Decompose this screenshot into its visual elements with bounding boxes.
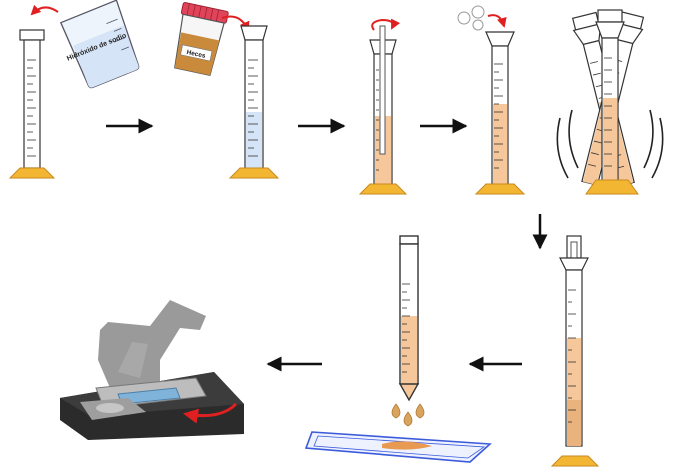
dissolve-bubbles-icon [457,5,485,31]
step3-cylinder [358,25,408,195]
step2-cylinder [228,25,280,179]
step4-cylinder [474,31,526,195]
sodium-hydroxide-beaker: Hidróxido de sodio [59,0,140,89]
step1-cylinder [8,29,56,179]
rotate-arrow-icon [183,402,238,424]
step7-pipette [398,235,420,402]
stool-container: Heces [174,2,229,76]
step6-sediment-cylinder [550,235,600,467]
stir-arrow-icon [371,18,401,31]
microscope-slide [304,431,492,463]
pour-arrow-icon [487,14,507,28]
pour-arrow-icon [30,4,59,16]
sediment-drops-icon [391,403,425,427]
step5-shaking-cylinders [556,9,664,195]
container-label: Heces [186,49,207,60]
microscope [60,300,244,440]
